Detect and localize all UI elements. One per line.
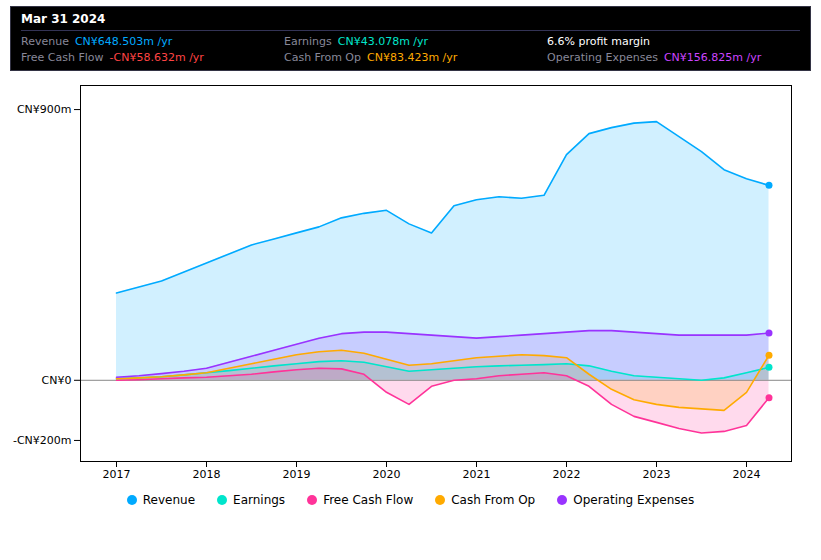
html-text:-CN¥58.632m /yr: -CN¥58.632m /yr (109, 51, 204, 64)
html-text:Cash From Op: Cash From Op (284, 51, 361, 64)
html-text:Cash From Op: Cash From Op (451, 493, 536, 507)
svg-text:CN¥0: CN¥0 (42, 374, 72, 387)
svg-text:CN¥900m: CN¥900m (17, 103, 72, 116)
svg-text:2020: 2020 (373, 468, 401, 481)
svg-text:2017: 2017 (103, 468, 131, 481)
html-text:CN¥83.423m /yr: CN¥83.423m /yr (367, 51, 458, 64)
svg-text:-CN¥200m: -CN¥200m (13, 434, 72, 447)
html-text:Free Cash Flow: Free Cash Flow (323, 493, 414, 507)
svg-text:2019: 2019 (283, 468, 311, 481)
html-text:CN¥43.078m /yr: CN¥43.078m /yr (337, 35, 429, 48)
html-text:Earnings: Earnings (233, 493, 286, 507)
html-text:Operating Expenses: Operating Expenses (547, 51, 658, 64)
svg-text:2024: 2024 (733, 468, 761, 481)
svg-text:2021: 2021 (463, 468, 491, 481)
html-text:Revenue: Revenue (21, 35, 69, 48)
html-text:Operating Expenses: Operating Expenses (573, 493, 695, 507)
html-text:Revenue: Revenue (142, 493, 195, 507)
svg-text:2023: 2023 (643, 468, 671, 481)
html-text:Earnings: Earnings (284, 35, 332, 48)
svg-text:2018: 2018 (193, 468, 221, 481)
html-text:CN¥156.825m /yr: CN¥156.825m /yr (663, 51, 762, 64)
svg-text:2022: 2022 (553, 468, 581, 481)
html-text:CN¥648.503m /yr: CN¥648.503m /yr (74, 35, 173, 48)
html-text:6.6% profit margin: 6.6% profit margin (547, 35, 650, 48)
html-text:Free Cash Flow: Free Cash Flow (21, 51, 104, 64)
html-text:Mar 31 2024: Mar 31 2024 (21, 12, 106, 26)
